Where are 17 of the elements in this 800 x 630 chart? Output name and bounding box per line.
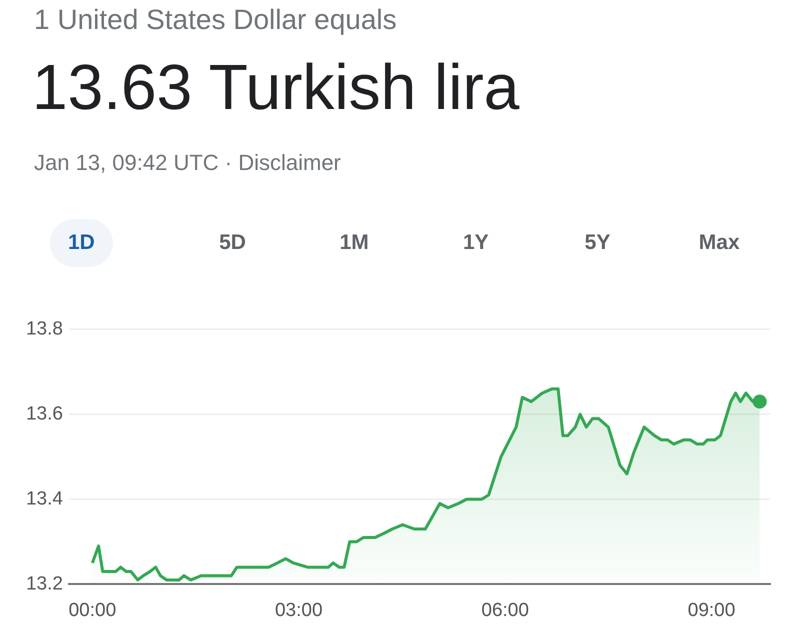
text: 1Y (462, 230, 490, 256)
text: 1D (50, 219, 113, 267)
y-tick-label: 13.8 (26, 318, 63, 340)
text: 1M (338, 230, 370, 256)
x-tick-label: 09:00 (688, 600, 736, 621)
text: Max (698, 230, 741, 256)
chart-title: 13.63 Turkish lira (32, 50, 520, 124)
x-tick-label: 03:00 (274, 600, 323, 621)
text: Jan 13, 09:42 UTC · Disclaimer (34, 150, 341, 176)
x-tick-label: 00:00 (68, 600, 116, 621)
chart-subtitle: 1 United States Dollar equals (34, 4, 397, 36)
x-tick-label: 06:00 (481, 600, 529, 621)
text: 5Y (584, 230, 612, 256)
y-tick-label: 13.2 (26, 573, 63, 594)
y-tick-label: 13.4 (26, 488, 64, 510)
y-tick-label: 13.6 (26, 404, 63, 425)
text: 5D (218, 230, 247, 256)
